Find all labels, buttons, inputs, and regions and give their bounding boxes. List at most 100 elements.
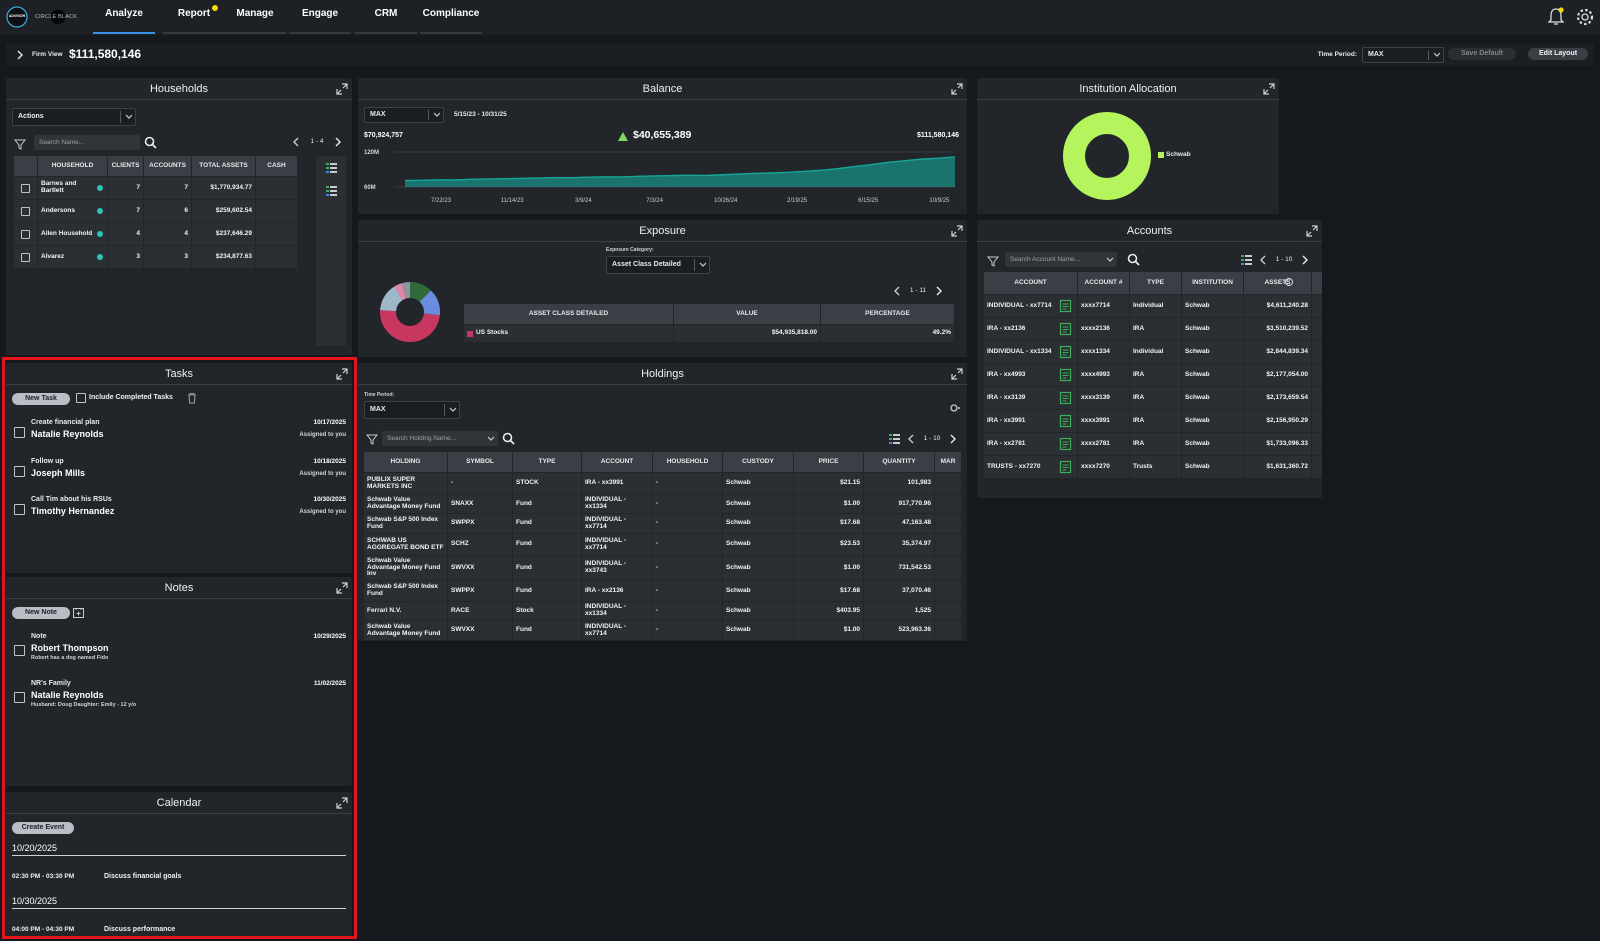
column-header[interactable]: ACCOUNT (582, 452, 652, 472)
column-header[interactable]: TYPE (513, 452, 581, 472)
column-header[interactable]: CUSTODY (723, 452, 793, 472)
column-header[interactable]: ACCOUNT (984, 272, 1077, 294)
checkbox[interactable] (21, 207, 30, 216)
table-cell: Schwab (723, 556, 793, 580)
checkbox[interactable] (14, 465, 25, 477)
page-next[interactable] (1301, 255, 1309, 265)
nav-tab[interactable]: CRM (374, 8, 398, 19)
column-settings-button[interactable] (325, 161, 338, 174)
expand-button[interactable] (951, 225, 963, 237)
search-button[interactable] (1127, 253, 1140, 266)
page-next[interactable] (334, 137, 342, 147)
checkbox[interactable] (14, 427, 25, 438)
search-input[interactable]: Search Account Name... (1005, 252, 1117, 267)
checkbox[interactable] (14, 504, 25, 515)
create-event-button[interactable]: Create Event (12, 822, 74, 834)
column-header[interactable]: HOUSEHOLD (38, 156, 107, 176)
checkbox[interactable] (21, 253, 30, 262)
expand-button[interactable] (951, 83, 963, 95)
statement-icon[interactable] (1059, 322, 1072, 336)
statement-icon[interactable] (1059, 437, 1072, 451)
filter-button[interactable] (986, 255, 1000, 267)
statement-icon-shape (1062, 326, 1069, 333)
column-header[interactable]: TYPE (1130, 272, 1181, 294)
column-header[interactable]: VALUE (674, 304, 820, 324)
column-header[interactable]: PERCENTAGE (821, 304, 954, 324)
notifications-button[interactable] (1547, 7, 1565, 27)
expand-sidebar[interactable] (16, 50, 24, 60)
checkbox[interactable] (21, 184, 30, 193)
page-prev[interactable] (292, 137, 300, 147)
search-button[interactable] (144, 136, 157, 149)
column-header[interactable]: MAR (935, 452, 961, 472)
checkbox[interactable] (76, 393, 86, 403)
holdings-settings-button[interactable] (950, 403, 960, 413)
panel: Tasks New Task Include Completed Tasks Crea… (6, 363, 352, 573)
page-prev-shape (1260, 255, 1266, 265)
expand-button[interactable] (951, 368, 963, 380)
search-input[interactable]: Search Holding Name... (382, 431, 498, 446)
checkbox[interactable] (21, 230, 30, 239)
dropdown[interactable]: Asset Class Detailed (606, 256, 710, 274)
expand-button[interactable] (336, 582, 348, 594)
expand-button[interactable] (1263, 83, 1275, 95)
statement-icon[interactable] (1059, 345, 1072, 359)
column-header[interactable]: CLIENTS (108, 156, 143, 176)
date-divider (12, 908, 346, 909)
column-header[interactable]: TOTAL ASSETS (192, 156, 255, 176)
save-default-button[interactable]: Save Default (1448, 48, 1516, 60)
expand-button[interactable] (336, 83, 348, 95)
nav-tab[interactable]: Engage (301, 8, 339, 19)
note-template-button[interactable] (73, 607, 85, 618)
column-header[interactable]: CASH (256, 156, 297, 176)
statement-icon[interactable] (1059, 368, 1072, 382)
checkbox[interactable] (14, 692, 25, 703)
page-prev[interactable] (893, 286, 901, 296)
filter-button[interactable] (13, 138, 27, 150)
dropdown[interactable]: MAX (1362, 47, 1444, 63)
statement-icon[interactable] (1059, 391, 1072, 405)
column-header[interactable]: INSTITUTION (1182, 272, 1243, 294)
statement-icon[interactable] (1059, 460, 1072, 474)
statement-icon[interactable] (1059, 414, 1072, 428)
nav-tab[interactable]: Report (177, 8, 211, 19)
table-cell: - (653, 581, 722, 601)
dropdown[interactable]: MAX (364, 107, 444, 123)
dropdown[interactable]: Actions (12, 108, 136, 126)
new-task-button[interactable]: New Task (12, 393, 70, 405)
column-settings-button[interactable] (1240, 253, 1253, 266)
column-header[interactable]: ASSET CLASS DETAILED (464, 304, 673, 324)
expand-button[interactable] (1306, 225, 1318, 237)
checkbox[interactable] (14, 645, 25, 656)
filter-button[interactable] (365, 433, 379, 445)
search-input[interactable]: Search Name... (34, 135, 140, 150)
column-header[interactable]: PRICE (794, 452, 863, 472)
nav-tab[interactable]: Analyze (105, 8, 143, 19)
page-prev[interactable] (907, 434, 915, 444)
column-header[interactable]: ASSETS (1244, 272, 1311, 294)
settings-button[interactable] (1575, 7, 1595, 27)
column-settings-strip (316, 156, 346, 346)
column-header[interactable]: HOUSEHOLD (653, 452, 722, 472)
page-prev[interactable] (1259, 255, 1267, 265)
column-header[interactable]: ACCOUNTS (144, 156, 191, 176)
edit-layout-button[interactable]: Edit Layout (1528, 48, 1588, 60)
page-next[interactable] (949, 434, 957, 444)
delete-button[interactable] (187, 392, 197, 404)
expand-button[interactable] (336, 368, 348, 380)
new-note-button[interactable]: New Note (12, 607, 70, 619)
nav-tab[interactable]: Manage (236, 8, 274, 19)
column-header[interactable]: SYMBOL (448, 452, 512, 472)
dropdown[interactable]: MAX (364, 401, 460, 419)
expand-button[interactable] (336, 797, 348, 809)
column-settings-button[interactable] (888, 432, 901, 445)
logo-badge (6, 6, 28, 28)
nav-tab[interactable]: Compliance (422, 8, 480, 19)
column-toggle-button[interactable] (325, 184, 338, 197)
search-button[interactable] (502, 432, 515, 445)
column-header[interactable]: HOLDING (364, 452, 447, 472)
column-header[interactable]: QUANTITY (864, 452, 934, 472)
page-next[interactable] (935, 286, 943, 296)
column-header[interactable]: ACCOUNT # (1078, 272, 1129, 294)
statement-icon[interactable] (1059, 299, 1072, 313)
